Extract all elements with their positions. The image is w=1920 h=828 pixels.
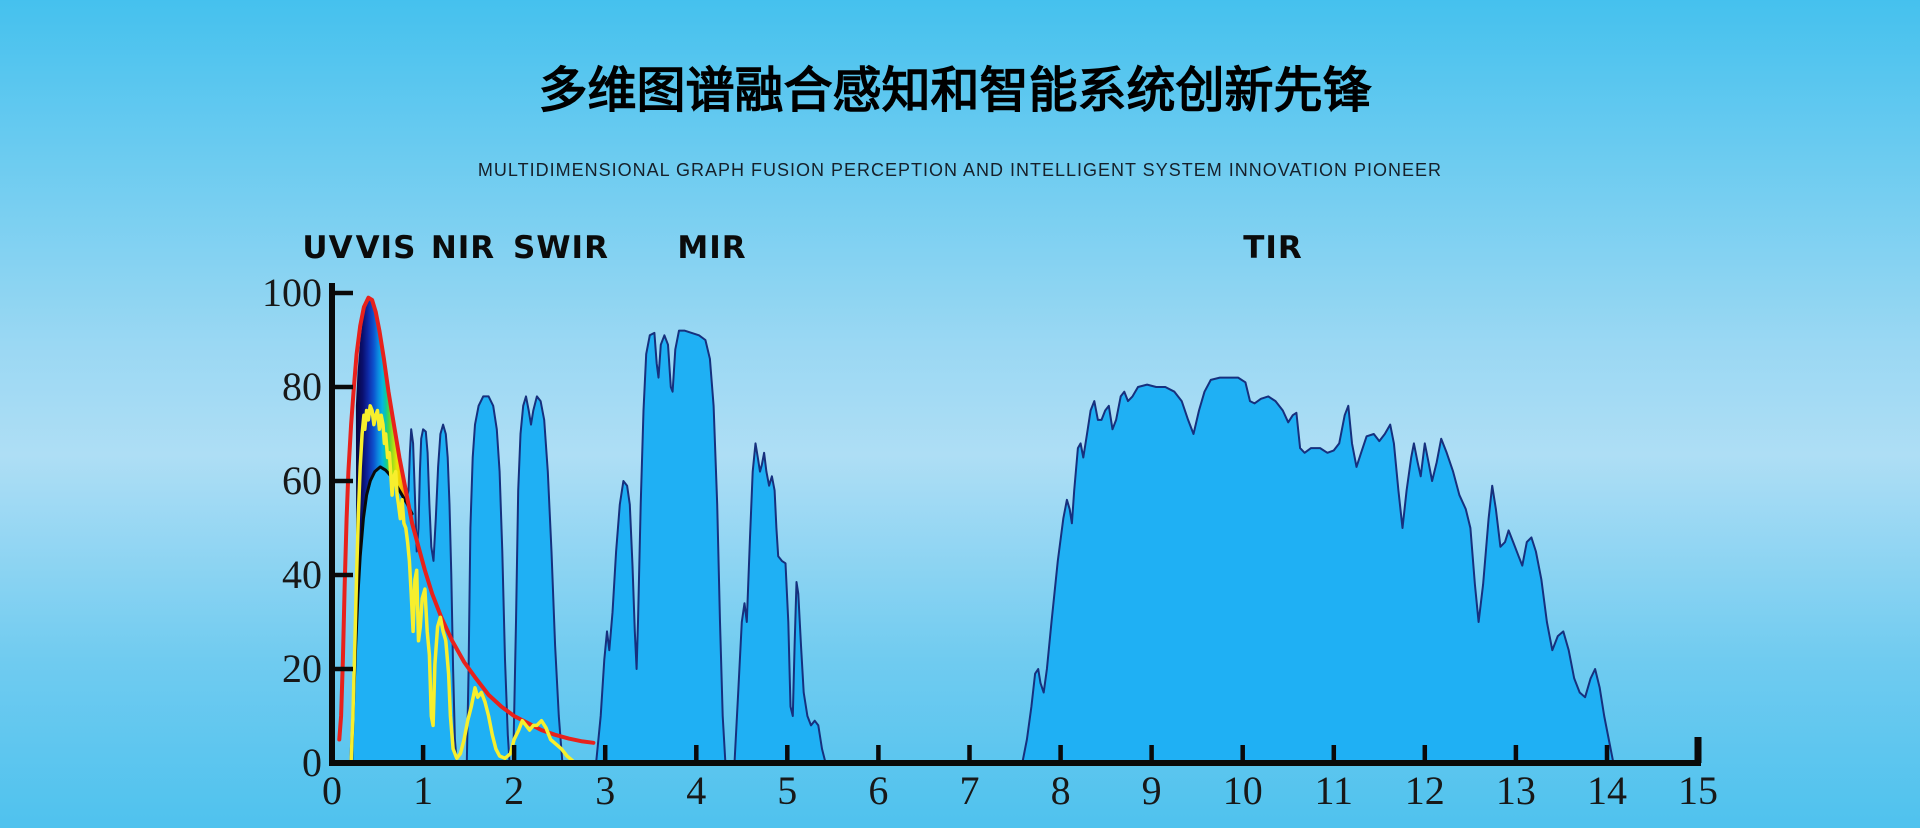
- page-title: 多维图谱融合感知和智能系统创新先锋: [538, 62, 1372, 119]
- rainbow-spectrum-layer: [355, 297, 413, 637]
- band-label-tir: TIR: [1243, 230, 1303, 266]
- x-tick-label-10: 10: [1223, 768, 1263, 813]
- band-label-nir: NIR: [431, 230, 495, 266]
- x-tick-label-14: 14: [1587, 768, 1627, 813]
- sea-level-solar-curve: [349, 404, 575, 765]
- x-tick-label-4: 4: [686, 768, 706, 813]
- spectrum-curves-layer: [337, 295, 596, 765]
- band-label-uv: UV: [302, 230, 353, 266]
- y-tick-label-80: 80: [282, 364, 322, 409]
- x-tick-label-15: 15: [1678, 768, 1718, 813]
- band-label-vis: VIS: [356, 230, 417, 266]
- rainbow-spectrum-path: [355, 297, 413, 637]
- x-tick-label-7: 7: [960, 768, 980, 813]
- y-tick-label-0: 0: [302, 740, 322, 785]
- x-tick-label-12: 12: [1405, 768, 1445, 813]
- y-tick-label-40: 40: [282, 552, 322, 597]
- y-tick-label-60: 60: [282, 458, 322, 503]
- x-tick-label-8: 8: [1051, 768, 1071, 813]
- solar-envelope-curve: [337, 295, 596, 745]
- x-tick-label-6: 6: [868, 768, 888, 813]
- transmission-area-path: [349, 329, 1615, 764]
- x-tick-label-1: 1: [413, 768, 433, 813]
- transmission-area-layer: [349, 329, 1615, 764]
- x-tick-label-11: 11: [1315, 768, 1354, 813]
- y-tick-label-20: 20: [282, 646, 322, 691]
- x-tick-label-2: 2: [504, 768, 524, 813]
- x-tick-label-9: 9: [1142, 768, 1162, 813]
- band-label-swir: SWIR: [513, 230, 609, 266]
- axes-layer: [329, 283, 1701, 766]
- band-label-mir: MIR: [677, 230, 746, 266]
- x-tick-label-0: 0: [322, 768, 342, 813]
- x-tick-label-5: 5: [777, 768, 797, 813]
- band-labels-layer: UV VIS NIR SWIR MIR TIR: [302, 230, 1303, 266]
- x-tick-label-3: 3: [595, 768, 615, 813]
- y-tick-label-100: 100: [262, 270, 322, 315]
- x-tick-label-13: 13: [1496, 768, 1536, 813]
- page-subtitle: MULTIDIMENSIONAL GRAPH FUSION PERCEPTION…: [478, 160, 1442, 180]
